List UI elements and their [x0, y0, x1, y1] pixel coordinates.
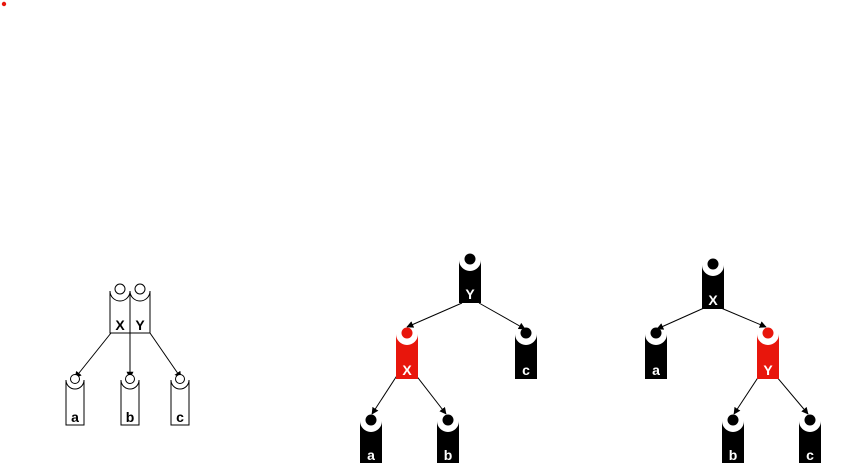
node-a: a	[360, 414, 382, 463]
node-x-red: X	[396, 327, 418, 379]
two-three-node-tree: X Y a b c	[65, 283, 190, 426]
node-y-red: Y	[757, 327, 779, 379]
node-a: a	[645, 327, 667, 379]
node-b: b	[437, 414, 459, 463]
edge-y-to-x	[406, 302, 463, 328]
node-key-x: X	[402, 362, 412, 378]
node-xy: X Y	[109, 283, 151, 334]
node-label-c: c	[522, 362, 530, 378]
node-key-y: Y	[465, 286, 475, 302]
red-black-left-leaning: Y X c a b	[360, 253, 537, 463]
node-label-a: a	[71, 409, 79, 425]
node-c: c	[799, 414, 821, 463]
edge-x-to-a	[656, 307, 705, 330]
node-key-x: X	[708, 292, 718, 308]
node-label-c: c	[176, 409, 184, 425]
node-label-b: b	[729, 447, 738, 463]
edge-x-to-y	[720, 307, 767, 328]
edge-x-to-b	[414, 373, 447, 415]
node-a: a	[65, 374, 85, 426]
edge-y-to-c	[478, 302, 526, 330]
node-key-y: Y	[763, 362, 773, 378]
edge-parent-to-a	[74, 332, 112, 379]
node-c: c	[170, 374, 190, 426]
node-label-c: c	[806, 447, 814, 463]
node-x-black: X	[702, 258, 724, 309]
node-y-black: Y	[459, 253, 481, 303]
corner-dot	[1, 1, 7, 7]
edge-parent-to-c	[149, 332, 182, 379]
node-label-b: b	[126, 409, 135, 425]
node-label-a: a	[367, 447, 375, 463]
node-b: b	[722, 414, 744, 463]
red-black-right-leaning: X a Y b c	[645, 258, 821, 463]
edge-y-to-b	[733, 375, 760, 415]
node-b: b	[120, 374, 140, 426]
node-label-a: a	[652, 362, 660, 378]
node-key-x: X	[115, 317, 125, 333]
edge-x-to-a	[371, 373, 399, 415]
node-key-y: Y	[135, 317, 145, 333]
node-label-b: b	[444, 447, 453, 463]
node-c: c	[515, 327, 537, 379]
edge-y-to-c	[775, 375, 809, 415]
